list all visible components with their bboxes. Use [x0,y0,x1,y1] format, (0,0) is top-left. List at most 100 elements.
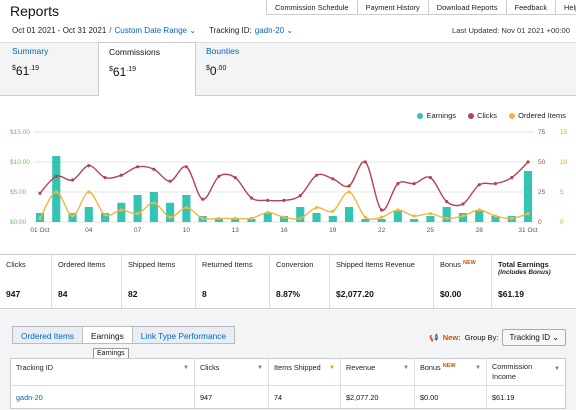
sort-icon: ▼ [475,365,481,371]
y-right-outer-tick: 10 [560,159,568,166]
ordered-items-point [282,215,286,219]
cell-clicks: 947 [195,386,269,408]
tab-summary[interactable]: Summary $61.19 [2,42,98,96]
tab-link-type-performance[interactable]: Link Type Performance [131,326,235,344]
tab-commissions-label: Commissions [109,47,161,57]
ordered-items-point [233,216,237,220]
chevron-down-icon: ⌄ [286,26,294,35]
ordered-items-point [201,216,205,220]
col-commission-income[interactable]: ▼ Commission Income [492,362,560,381]
new-badge: NEW [463,260,476,266]
earnings-bar [377,219,386,222]
col-revenue[interactable]: Revenue ▼ [341,359,415,385]
ordered-items-point [412,214,416,218]
tab-commissions[interactable]: Commissions $61.19 [98,42,196,100]
nav-commission-schedule[interactable]: Commission Schedule [266,0,357,15]
clicks-point [152,167,156,171]
col-tracking-id[interactable]: Tracking ID ▼ [11,359,195,385]
earnings-bar [345,207,354,222]
cell-bonus: $0.00 [415,386,487,408]
group-by-select[interactable]: Tracking ID ⌄ [502,329,566,346]
ordered-items-point [445,216,449,220]
earnings-bar [361,219,370,222]
ordered-items-point [87,190,91,194]
ordered-items-point [526,212,530,216]
cell-tracking-id[interactable]: gadn-20 [11,386,195,408]
x-tick-label: 04 [85,227,93,234]
clicks-point [412,182,416,186]
stat-ordered-items: Ordered Items 84 [52,255,122,308]
ordered-items-point [103,213,107,217]
tab-earnings[interactable]: Earnings [82,326,133,344]
stats-row: Clicks 947 Ordered Items 84 Shipped Items 8… [0,254,576,309]
sort-icon: ▼ [403,365,409,371]
legend-ordered-items[interactable]: Ordered Items [509,111,566,120]
cell-commission-income: $61.19 [492,393,515,402]
x-tick-label: 01 Oct [30,227,49,234]
tab-commissions-value: $61.19 [109,65,137,79]
col-bonus[interactable]: Bonus NEW ▼ [415,359,487,385]
ordered-items-point [266,210,270,214]
x-tick-label: 07 [134,227,142,234]
clicks-point [526,160,530,164]
clicks-point [87,164,91,168]
clicks-point [249,196,254,200]
stat-shipped-revenue: Shipped Items Revenue $2,077.20 [330,255,434,308]
x-tick-label: 28 [476,227,484,234]
clicks-point [428,176,432,180]
stat-shipped-items-value: 82 [128,289,138,299]
tracking-id-dropdown[interactable]: gadn-20 ⌄ [254,26,294,35]
ordered-items-point [428,212,432,216]
clicks-point [266,198,270,202]
x-tick-label: 22 [378,227,386,234]
stat-conversion-value: 8.87% [276,289,301,299]
y-left-tick: $0.00 [10,219,27,226]
ordered-items-point [119,208,123,212]
sort-icon: ▼ [554,366,560,372]
chart-area [0,96,576,254]
nav-feedback[interactable]: Feedback [505,0,556,15]
ordered-dot-icon [509,112,516,119]
y-right-outer-tick: 5 [560,189,564,196]
col-items-shipped[interactable]: Items Shipped ▼ [269,359,341,385]
tab-ordered-items[interactable]: Ordered Items [12,326,84,344]
clicks-point [298,194,302,198]
earnings-bar [393,210,402,222]
earnings-bar [491,216,500,222]
ordered-items-point [168,215,172,219]
group-by: 📢 New: Group By: Tracking ID ⌄ [429,329,566,346]
y-left-tick: $10.00 [10,159,30,166]
clicks-point [314,173,319,177]
legend-earnings[interactable]: Earnings [417,111,456,120]
col-clicks[interactable]: Clicks ▼ [195,359,269,385]
nav-help[interactable]: Help [555,0,576,15]
date-mode-dropdown[interactable]: Custom Date Range ⌄ [114,26,196,35]
clicks-point [38,191,42,195]
x-tick-label: 16 [280,227,288,234]
megaphone-icon: 📢 [429,333,439,342]
earnings-bar [117,202,126,222]
date-separator: / [109,26,112,35]
legend-clicks[interactable]: Clicks [468,111,497,120]
earnings-bar [312,213,321,222]
nav-payment-history[interactable]: Payment History [356,0,428,15]
earnings-bar [149,192,158,222]
stat-returned-items: Returned Items 8 [196,255,270,308]
ordered-items-point [347,190,351,194]
tab-summary-label: Summary [12,46,49,56]
stat-total-earnings-value: $61.19 [498,289,524,299]
clicks-point [510,176,514,180]
earnings-bar [523,171,533,222]
nav-download-reports[interactable]: Download Reports [427,0,506,15]
tab-bounties[interactable]: Bounties $0.00 [196,42,286,96]
commissions-chart: $0.00 $5.00 $10.00 $15.00 0 25 50 75 0 5 10 15 01 Oc… [10,129,568,234]
stat-clicks-value: 947 [6,289,21,299]
sort-icon: ▼ [183,365,189,371]
clicks-point [331,177,335,181]
y-right-tick: 25 [538,189,546,196]
report-tabs: Ordered Items Earnings Link Type Perform… [12,326,235,344]
top-nav: Commission Schedule Payment History Down… [266,0,576,15]
clicks-point [217,174,221,178]
earnings-bar [328,216,337,222]
ordered-items-point [396,208,400,212]
